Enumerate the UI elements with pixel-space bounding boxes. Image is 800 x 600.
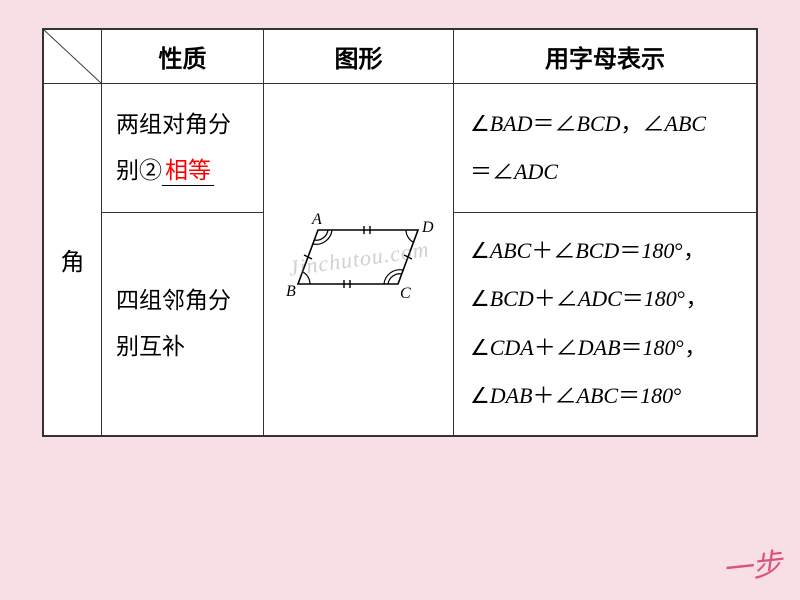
signature-text: 一步	[720, 539, 784, 589]
header-figure: 图形	[264, 30, 454, 84]
svg-text:C: C	[400, 285, 411, 302]
fill-answer-equal: 相等	[165, 158, 211, 183]
svg-text:A: A	[311, 211, 322, 228]
expr-line: ∠DAB＋∠ABC＝180°	[470, 372, 746, 420]
property-opposite-angles: 两组对角分别②相等	[102, 84, 264, 213]
parallelogram-diagram: A D C B	[270, 202, 448, 312]
expression-adjacent-angles: ∠ABC＋∠BCD＝180°， ∠BCD＋∠ADC＝180°， ∠CDA＋∠DA…	[454, 213, 757, 436]
header-property: 性质	[102, 30, 264, 84]
expr-line: ∠BAD＝∠BCD，∠ABC	[470, 100, 746, 148]
geometry-properties-table: 性质 图形 用字母表示 角 两组对角分别②相等 Jinchutou.com	[42, 28, 758, 437]
corner-diagonal-cell	[44, 30, 102, 84]
expr-line: ∠BCD＋∠ADC＝180°，	[470, 275, 746, 323]
expression-opposite-angles: ∠BAD＝∠BCD，∠ABC ＝∠ADC	[454, 84, 757, 213]
header-expression: 用字母表示	[454, 30, 757, 84]
property-adjacent-angles: 四组邻角分别互补	[102, 213, 264, 436]
svg-text:D: D	[421, 219, 434, 236]
figure-parallelogram-cell: Jinchutou.com A	[264, 84, 454, 436]
expr-line: ＝∠ADC	[470, 148, 746, 196]
row-group-angle: 角	[44, 84, 102, 436]
expr-line: ∠CDA＋∠DAB＝180°，	[470, 324, 746, 372]
expr-line: ∠ABC＋∠BCD＝180°，	[470, 227, 746, 275]
svg-text:B: B	[286, 283, 296, 300]
